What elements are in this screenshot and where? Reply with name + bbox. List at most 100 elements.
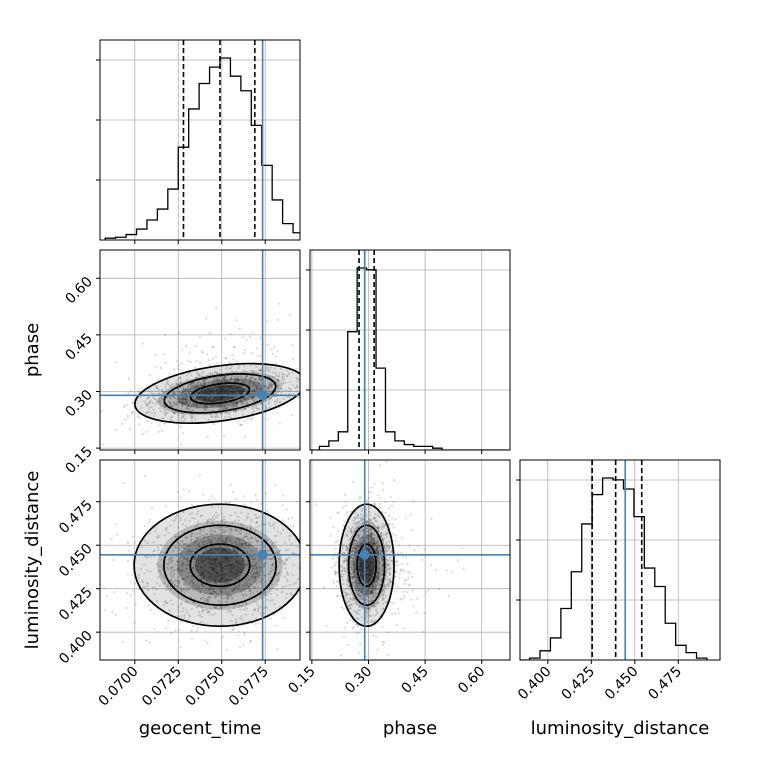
sample-point [358,662,360,664]
sample-point [185,575,188,578]
sample-point [216,396,219,399]
sample-point [254,513,257,516]
sample-point [355,589,358,592]
sample-point [220,536,223,539]
x-tick-label: 0.0775 [226,664,272,710]
sample-point [236,378,239,381]
sample-point [307,592,309,594]
sample-point [187,408,190,411]
sample-point [206,387,209,391]
sample-point [160,388,164,391]
sample-point [245,387,248,390]
sample-point [373,591,376,594]
sample-point [206,570,209,573]
sample-point [162,417,165,420]
sample-point [271,563,274,567]
sample-point [369,560,372,563]
sample-point [244,535,247,538]
sample-point [240,392,243,395]
sample-point [295,377,298,380]
sample-point [173,392,176,395]
sample-point [357,594,361,597]
sample-point [249,528,252,531]
sample-point [214,537,217,541]
sample-point [376,577,379,580]
sample-point [389,495,393,499]
sample-point [365,576,368,579]
sample-point [372,566,375,569]
sample-point [215,372,219,375]
sample-point [281,590,284,593]
sample-point [224,526,227,529]
sample-point [349,510,352,513]
sample-point [218,386,222,389]
sample-point [157,378,160,381]
sample-point [176,383,180,386]
sample-point [166,526,169,529]
sample-point [265,593,268,597]
sample-point [303,536,305,538]
sample-point [179,588,183,591]
sample-point [373,587,377,591]
sample-point [367,545,370,548]
sample-point [94,600,96,602]
panel-geocent_time-vs-phase: 0.150.300.450.60 [62,249,301,477]
sample-point [227,594,230,597]
sample-point [218,403,221,407]
sample-point [353,539,356,542]
sample-point [373,565,376,568]
sample-point [208,541,211,544]
sample-point [229,384,233,387]
sample-point [240,400,243,403]
sample-point [373,614,376,617]
sample-point [259,388,263,391]
sample-point [189,360,193,363]
sample-point [201,559,205,563]
sample-point [257,606,261,609]
sample-point [244,547,247,550]
sample-point [273,534,277,537]
sample-point [276,398,279,401]
sample-point [169,579,172,582]
sample-point [192,601,195,604]
sample-point [179,552,182,555]
sample-point [227,593,230,597]
sample-point [194,539,198,542]
sample-point [219,384,222,387]
sample-point [199,567,202,570]
sample-point [225,386,229,389]
sample-point [176,397,180,400]
sample-point [218,574,221,577]
sample-point [255,601,258,604]
sample-point [156,562,160,565]
sample-point [215,356,218,359]
sample-point [351,582,354,585]
sample-point [211,533,214,537]
sample-point [228,559,231,562]
sample-point [218,391,221,394]
sample-point [245,399,248,402]
sample-point [168,558,171,561]
sample-point [216,398,219,401]
sample-point [253,575,257,578]
sample-point [208,588,211,591]
sample-point [394,582,397,586]
sample-point [280,387,283,391]
sample-point [197,396,201,399]
sample-point [365,566,368,570]
sample-point [257,383,260,386]
sample-point [252,399,255,402]
sample-point [240,563,243,567]
sample-point [180,545,183,548]
sample-point [212,569,216,573]
sample-point [225,389,228,392]
sample-point [183,420,186,423]
sample-point [186,611,189,614]
sample-point [370,562,374,565]
sample-point [273,563,276,567]
sample-point [192,381,195,385]
sample-point [212,590,215,593]
sample-point [358,587,361,591]
sample-point [193,397,196,400]
sample-point [253,586,256,589]
